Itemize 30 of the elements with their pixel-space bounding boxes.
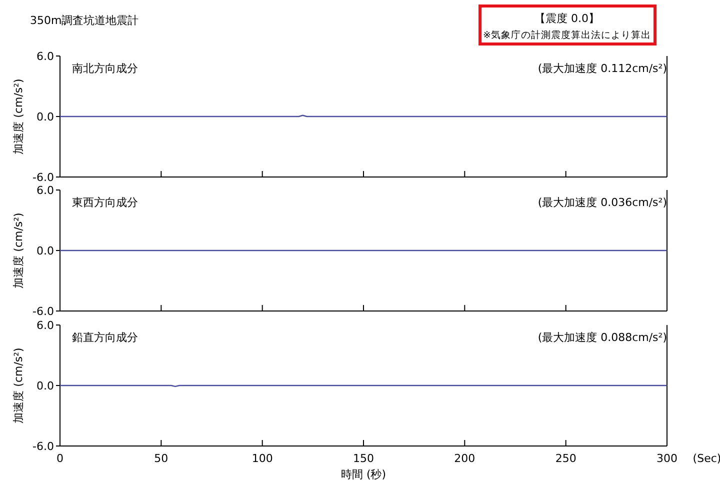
- y-axis-title: 加速度 (cm/s²): [12, 348, 25, 424]
- y-tick-label: 0.0: [36, 380, 54, 392]
- y-tick-label: -6.0: [32, 171, 54, 184]
- annotation: (最大加速度 0.112cm/s²): [538, 62, 667, 75]
- x-tick-label: 50: [154, 452, 168, 465]
- y-tick-label: 6.0: [36, 319, 54, 332]
- y-tick-label: 0.0: [36, 244, 54, 258]
- annotation: (最大加速度 0.088cm/s²): [538, 331, 667, 344]
- x-tick-label: 150: [353, 452, 374, 465]
- x-tick-label: 0: [56, 452, 64, 465]
- x-tick-label: 100: [252, 452, 273, 465]
- y-axis-title: 加速度 (cm/s²): [12, 78, 25, 154]
- y-tick-label: -6.0: [32, 440, 54, 453]
- y-tick-label: 0.0: [36, 110, 54, 124]
- x-tick-label: 250: [555, 452, 576, 465]
- y-tick-label: 6.0: [36, 50, 54, 63]
- y-axis-title: 加速度 (cm/s²): [12, 212, 25, 288]
- y-tick-label: 6.0: [36, 184, 54, 197]
- text: 東西方向成分: [72, 196, 138, 209]
- y-tick-label: -6.0: [32, 305, 54, 318]
- text: ※気象庁の計測震度算出法により算出: [483, 29, 651, 41]
- text: 350m調査坑道地震計: [30, 14, 139, 27]
- text: (Sec): [692, 452, 720, 465]
- x-axis-title: 時間 (秒): [340, 468, 386, 481]
- text: 南北方向成分: [72, 62, 138, 75]
- text: 【震度 0.0】: [534, 12, 600, 25]
- x-tick-label: 300: [656, 452, 678, 465]
- text: 鉛直方向成分: [72, 331, 138, 344]
- x-tick-label: 200: [454, 452, 476, 465]
- annotation: (最大加速度 0.036cm/s²): [538, 196, 667, 209]
